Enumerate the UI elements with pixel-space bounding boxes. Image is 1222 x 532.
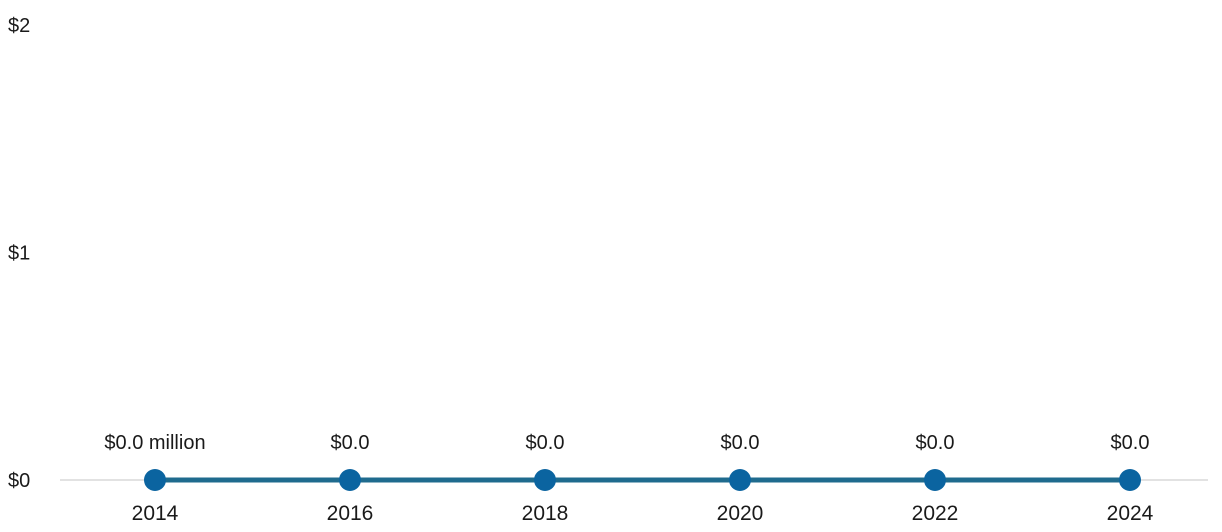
y-axis: $0 $1 $2 [8, 15, 30, 492]
y-tick-label: $2 [8, 15, 30, 37]
x-tick-label: 2022 [912, 502, 959, 525]
x-tick-label: 2016 [327, 502, 374, 525]
x-tick-label: 2018 [522, 502, 569, 525]
data-point[interactable] [144, 469, 166, 491]
y-tick-label: $1 [8, 243, 30, 265]
data-label: $0.0 [1111, 432, 1150, 454]
x-tick-label: 2014 [132, 502, 179, 525]
data-point[interactable] [339, 469, 361, 491]
x-tick-label: 2020 [717, 502, 764, 525]
data-label: $0.0 million [104, 432, 205, 454]
data-point[interactable] [1119, 469, 1141, 491]
x-axis: 2014 2016 2018 2020 2022 2024 [132, 502, 1154, 525]
x-tick-label: 2024 [1107, 502, 1154, 525]
data-point[interactable] [924, 469, 946, 491]
data-label: $0.0 [526, 432, 565, 454]
y-tick-label: $0 [8, 470, 30, 492]
data-label: $0.0 [331, 432, 370, 454]
data-point[interactable] [729, 469, 751, 491]
data-label: $0.0 [916, 432, 955, 454]
series-layer [144, 469, 1141, 491]
data-point[interactable] [534, 469, 556, 491]
data-label-layer: $0.0 million $0.0 $0.0 $0.0 $0.0 $0.0 [104, 432, 1149, 454]
data-label: $0.0 [721, 432, 760, 454]
